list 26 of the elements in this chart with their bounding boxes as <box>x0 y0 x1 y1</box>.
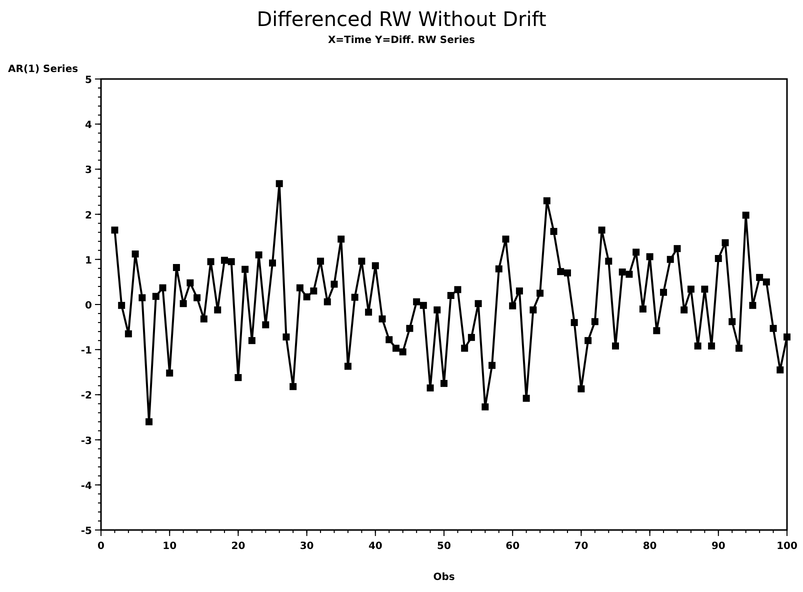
y-tick-label: 4 <box>85 120 92 132</box>
x-tick-label: 90 <box>711 541 726 552</box>
chart-title: Differenced RW Without Drift <box>256 7 546 31</box>
x-tick-label: 0 <box>98 541 105 552</box>
y-tick-label: -2 <box>80 390 92 402</box>
y-tick-label: 2 <box>85 210 92 222</box>
y-tick-label: -1 <box>80 346 92 357</box>
y-tick-label: -4 <box>80 480 92 492</box>
x-tick-label: 60 <box>506 541 520 552</box>
y-tick-label: 1 <box>85 255 92 266</box>
y-tick-label: -5 <box>80 526 92 537</box>
chart-subtitle: X=Time Y=Diff. RW Series <box>328 35 476 46</box>
x-tick-label: 20 <box>231 541 246 552</box>
x-tick-label: 80 <box>642 541 657 552</box>
x-tick-label: 30 <box>300 541 314 552</box>
y-axis-title: AR(1) Series <box>8 64 78 75</box>
y-tick-label: 0 <box>85 300 92 312</box>
x-tick-label: 40 <box>368 541 382 552</box>
x-tick-label: 100 <box>776 541 798 552</box>
x-axis-title: Obs <box>433 572 455 583</box>
y-tick-label: 5 <box>85 75 92 86</box>
y-tick-label: -3 <box>80 436 92 447</box>
x-tick-label: 70 <box>574 541 588 552</box>
x-tick-label: 10 <box>162 541 177 552</box>
y-tick-label: 3 <box>85 165 92 176</box>
x-tick-label: 50 <box>437 541 451 552</box>
